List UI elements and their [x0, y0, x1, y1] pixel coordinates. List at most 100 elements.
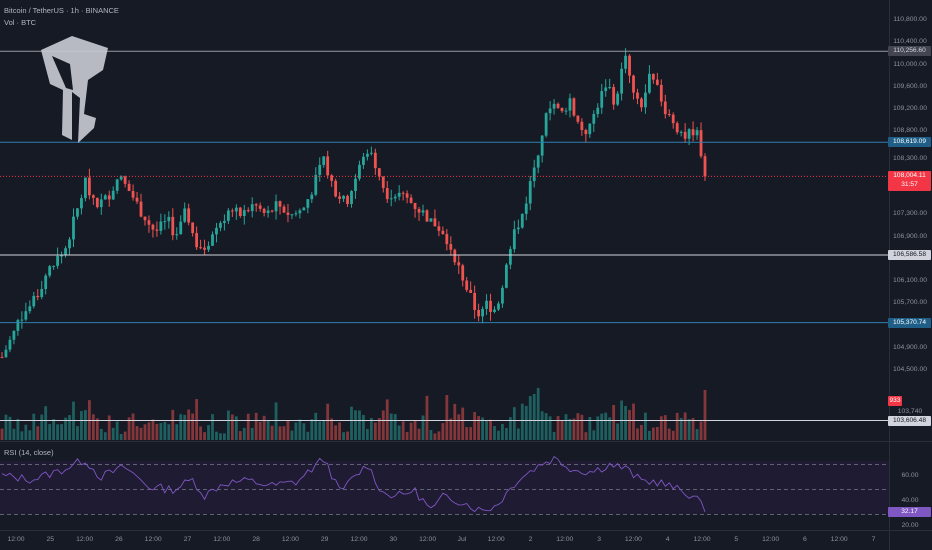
candle-body: [636, 92, 639, 99]
price-tick: 110,000.00: [893, 60, 927, 68]
volume-bar: [270, 425, 274, 440]
volume-bar: [445, 395, 449, 440]
volume-bar: [421, 415, 425, 440]
volume-bar: [651, 427, 655, 440]
candle-body: [433, 218, 437, 227]
volume-bar: [334, 425, 338, 440]
volume-bar: [60, 424, 63, 440]
volume-bar: [508, 417, 512, 440]
symbol-title[interactable]: Bitcoin / TetherUS · 1h · BINANCE: [4, 6, 119, 15]
volume-bar: [699, 421, 703, 440]
rsi-legend[interactable]: RSI (14, close): [4, 448, 54, 457]
time-tick: 4: [665, 536, 670, 543]
volume-bar: [604, 412, 608, 440]
candle-body: [524, 203, 528, 214]
candle-body: [298, 210, 302, 214]
candle-body: [36, 295, 40, 298]
candle-body: [223, 220, 226, 223]
candle-body: [68, 239, 71, 249]
volume-bar: [580, 414, 584, 440]
candle-body: [87, 177, 91, 196]
price-tick: 103,740: [897, 408, 923, 416]
volume-badge: 933: [888, 396, 902, 406]
candle-body: [417, 209, 421, 213]
candle-body: [703, 156, 707, 177]
level-price-label: 105,370.74: [888, 317, 931, 328]
time-tick: 12:00: [7, 536, 25, 543]
volume-bar: [143, 424, 147, 440]
candle-body: [135, 197, 139, 202]
volume-bar: [322, 420, 326, 440]
candle-body: [687, 129, 691, 139]
volume-bar: [350, 406, 353, 440]
time-tick: 12:00: [762, 536, 780, 543]
volume-bar: [636, 428, 639, 440]
candle-body: [0, 357, 4, 359]
volume-bar: [520, 403, 524, 440]
volume-bar: [441, 423, 445, 440]
volume-bar: [32, 413, 36, 440]
candle-body: [536, 155, 540, 168]
candle-body: [358, 164, 361, 179]
time-tick: 12:00: [487, 536, 505, 543]
volume-bar: [195, 399, 199, 440]
candle-body: [425, 210, 429, 222]
candle-body: [469, 289, 473, 293]
candle-body: [330, 175, 334, 181]
time-tick: 12:00: [556, 536, 574, 543]
volume-bar: [80, 411, 83, 440]
candle-body: [72, 216, 75, 240]
volume-bar: [203, 432, 206, 440]
volume-bar: [28, 430, 32, 440]
volume-bar: [588, 416, 592, 440]
candle-body: [127, 183, 131, 192]
volume-bar: [171, 409, 175, 440]
candle-body: [262, 208, 266, 213]
candle-body: [667, 114, 671, 116]
candle-body: [302, 207, 306, 211]
volume-bar: [135, 426, 139, 440]
candle-body: [421, 210, 425, 213]
volume-bar: [103, 432, 107, 440]
candle-body: [624, 55, 627, 69]
volume-bar: [191, 413, 195, 440]
candle-body: [16, 320, 20, 331]
volume-bar: [568, 418, 572, 440]
candle-body: [107, 195, 111, 200]
candle-body: [362, 156, 365, 165]
volume-bar: [401, 421, 405, 440]
rsi-value-label: 32.17: [888, 506, 931, 517]
volume-bar: [207, 425, 210, 440]
time-tick: 6: [803, 536, 807, 543]
volume-bar: [671, 430, 675, 440]
volume-bar: [242, 427, 246, 440]
candle-body: [373, 152, 377, 169]
candle-body: [461, 265, 465, 281]
candle-body: [584, 130, 588, 135]
volume-bar: [385, 399, 389, 440]
volume-legend[interactable]: Vol · BTC: [4, 18, 37, 27]
volume-bar: [624, 405, 627, 440]
candle-body: [179, 221, 183, 235]
volume-bar: [326, 403, 330, 440]
volume-bar: [433, 433, 437, 440]
candle-body: [191, 222, 195, 234]
volume-bar: [536, 387, 540, 440]
price-tick: 106,900.00: [892, 232, 928, 240]
price-tick: 109,200.00: [892, 104, 928, 112]
volume-bar: [600, 413, 604, 440]
candle-body: [564, 110, 568, 112]
candle-body: [119, 176, 123, 180]
volume-bar: [505, 428, 508, 440]
volume-bar: [695, 429, 699, 440]
volume-bar: [0, 428, 4, 440]
candle-body: [151, 224, 155, 230]
candle-body: [40, 289, 44, 298]
candle-body: [655, 79, 659, 85]
candle-body: [604, 87, 608, 92]
horizontal-levels[interactable]: [0, 50, 889, 422]
candle-body: [505, 264, 508, 288]
volume-bar: [119, 433, 123, 440]
volume-bar: [465, 427, 469, 440]
